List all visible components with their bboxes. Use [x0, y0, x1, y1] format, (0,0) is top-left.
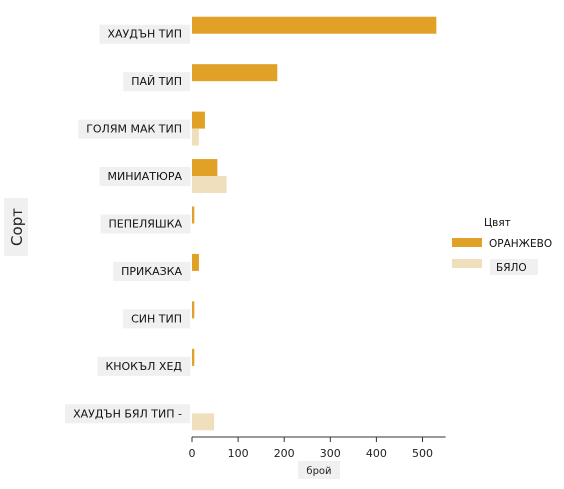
legend-swatch-orange: [452, 238, 482, 247]
category-label-bg-4: [100, 214, 191, 234]
bar-оранжево-6: [192, 301, 195, 319]
category-label-bg-7: [97, 356, 191, 376]
category-label-4: ПЕПЕЛЯШКА: [109, 218, 183, 231]
bar-оранжево-2: [192, 111, 205, 129]
category-label-bg-0: [99, 24, 190, 44]
category-label-7: КНОКЪЛ ХЕД: [105, 360, 182, 373]
legend: Цвят ОРАНЖЕВО БЯЛО: [452, 217, 552, 275]
x-tick-label-2: 200: [274, 447, 295, 460]
category-label-bg-8: [65, 404, 191, 424]
bar-бяло-3: [192, 176, 227, 194]
y-axis-title: Сорт: [8, 208, 26, 246]
bar-оранжево-1: [192, 64, 278, 82]
category-label-0: ХАУДЪН ТИП: [107, 28, 182, 41]
bar-оранжево-5: [192, 253, 199, 271]
x-axis-title: брой: [306, 466, 331, 477]
category-label-bg-6: [123, 309, 190, 329]
x-tick-label-5: 500: [412, 447, 433, 460]
bar-бяло-8: [192, 413, 215, 431]
x-tick-label-0: 0: [189, 447, 196, 460]
legend-label-white: БЯЛО: [496, 262, 527, 274]
bar-оранжево-3: [192, 159, 218, 177]
y-axis-title-bg: [4, 198, 28, 256]
category-label-3: МИНИАТЮРА: [108, 170, 183, 183]
category-label-bg-5: [113, 261, 191, 281]
category-label-8: ХАУДЪН БЯЛ ТИП -: [73, 407, 182, 420]
legend-label-white-bg: [490, 259, 538, 275]
x-axis-title-bg: [298, 461, 340, 479]
category-label-bg-2: [78, 119, 190, 139]
category-label-5: ПРИКАЗКА: [121, 265, 182, 278]
legend-label-orange: ОРАНЖЕВО: [489, 238, 552, 250]
category-label-1: ПАЙ ТИП: [131, 75, 182, 88]
x-tick-label-4: 400: [366, 447, 387, 460]
category-label-2: ГОЛЯМ МАК ТИП: [86, 123, 182, 136]
category-label-6: СИН ТИП: [131, 312, 182, 325]
category-label-bg-3: [99, 167, 191, 187]
bars-layer: [192, 16, 437, 431]
category-label-bg-1: [123, 72, 190, 92]
bar-оранжево-7: [192, 348, 195, 366]
x-tick-label-3: 300: [320, 447, 341, 460]
bar-бяло-2: [192, 128, 199, 146]
bar-оранжево-4: [192, 206, 195, 224]
legend-swatch-white: [452, 259, 482, 268]
category-labels: ХАУДЪН ТИП ПАЙ ТИП ГОЛЯМ МАК ТИП МИНИАТЮРА П…: [65, 24, 191, 424]
legend-title: Цвят: [484, 217, 511, 229]
x-axis-ticks: 0 100 200 300 400 500: [189, 437, 433, 460]
bar-оранжево-0: [192, 16, 437, 34]
x-tick-label-1: 100: [228, 447, 249, 460]
